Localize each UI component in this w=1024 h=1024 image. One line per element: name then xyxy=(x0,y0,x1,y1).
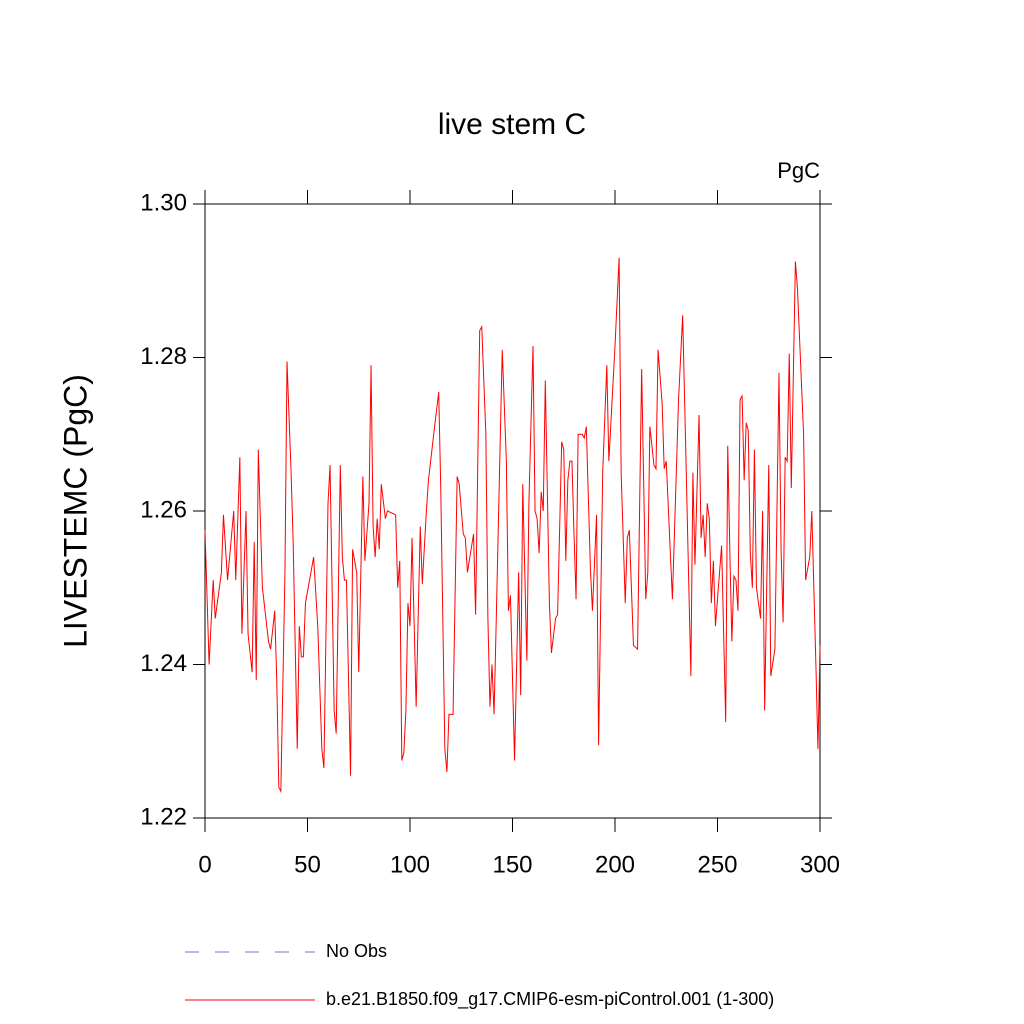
x-tick-label: 250 xyxy=(697,851,737,878)
y-tick-label: 1.26 xyxy=(140,496,187,523)
x-tick-label: 0 xyxy=(198,851,211,878)
y-axis-label: LIVESTEMC (PgC) xyxy=(57,374,93,648)
x-tick-label: 300 xyxy=(800,851,840,878)
chart-title: live stem C xyxy=(438,108,586,141)
y-tick-label: 1.22 xyxy=(140,803,187,830)
data-line xyxy=(204,257,821,794)
x-tick-label: 150 xyxy=(492,851,532,878)
legend-label: No Obs xyxy=(326,941,387,961)
y-tick-label: 1.28 xyxy=(140,343,187,370)
x-tick-label: 50 xyxy=(294,851,321,878)
x-tick-label: 200 xyxy=(595,851,635,878)
x-tick-label: 100 xyxy=(390,851,430,878)
y-tick-label: 1.24 xyxy=(140,650,187,677)
y-tick-label: 1.30 xyxy=(140,189,187,216)
units-label: PgC xyxy=(777,158,820,183)
legend-label: b.e21.B1850.f09_g17.CMIP6-esm-piControl.… xyxy=(326,989,774,1010)
